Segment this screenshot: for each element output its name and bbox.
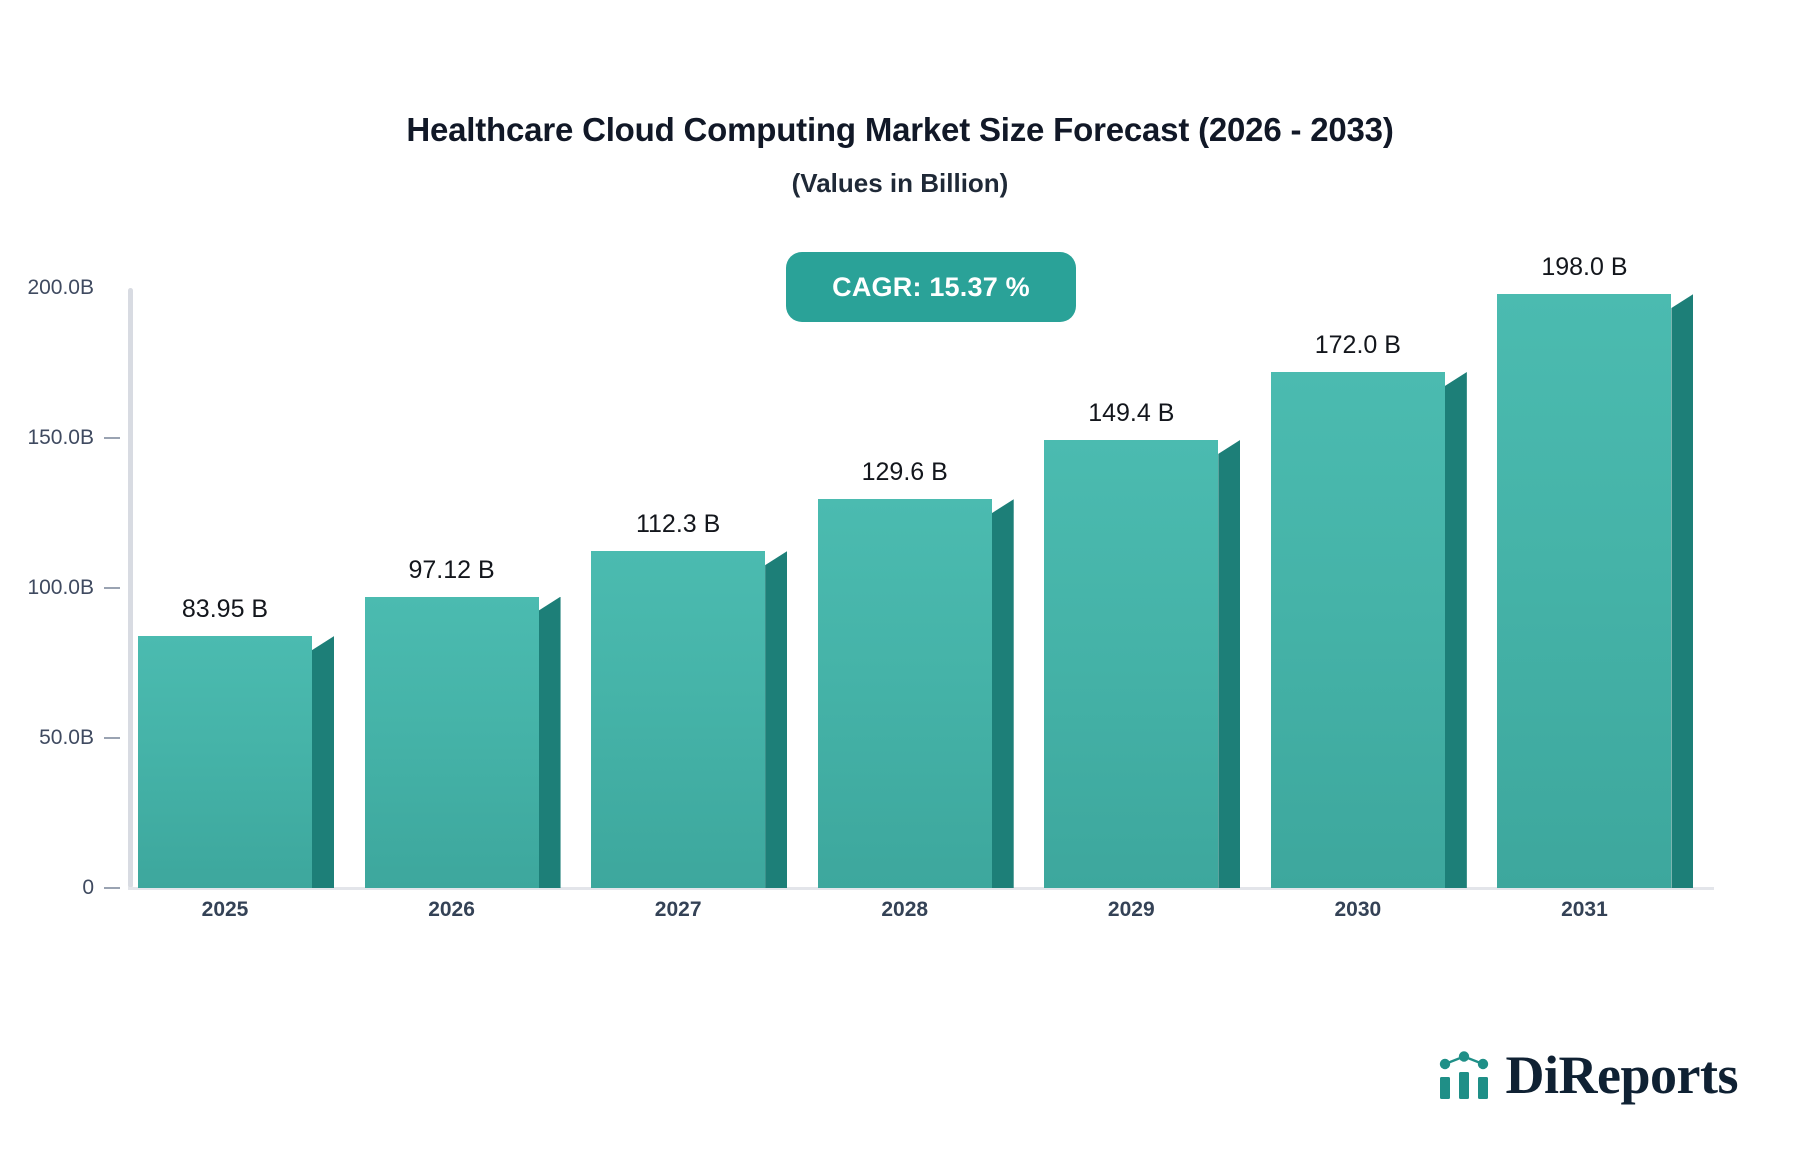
x-axis-tick-label: 2029 bbox=[1107, 898, 1155, 921]
chart-subtitle: (Values in Billion) bbox=[791, 167, 1009, 198]
y-axis-tick-label: 0 bbox=[82, 876, 94, 899]
bar-side-face bbox=[991, 499, 1014, 888]
bar-front-face bbox=[591, 551, 766, 888]
bar-value-label: 198.0 B bbox=[1541, 253, 1628, 281]
x-axis-tick-label: 2027 bbox=[654, 898, 702, 921]
x-axis: 2025 2026 2027 2028 2029 2030 2031 bbox=[128, 898, 1714, 938]
x-axis-tick-label: 2026 bbox=[428, 898, 475, 921]
bar-value-label: 172.0 B bbox=[1314, 331, 1401, 359]
bar-front-face bbox=[138, 636, 312, 888]
bar-front-face bbox=[1497, 294, 1672, 888]
bar-side-face bbox=[1218, 439, 1241, 888]
y-axis: 0 50.0B 100.0B 150.0B 200.0B bbox=[0, 276, 128, 899]
bar-side-face bbox=[1671, 294, 1694, 888]
x-axis-tick-label: 2028 bbox=[881, 898, 929, 921]
bar-front-face bbox=[1270, 372, 1445, 888]
bar-value-label: 83.95 B bbox=[181, 595, 269, 624]
bar-front-face bbox=[364, 596, 539, 888]
cagr-badge: CAGR: 15.37 % bbox=[786, 252, 1076, 322]
bar-2031[interactable]: 198.0 B bbox=[1497, 253, 1694, 888]
bar-side-face bbox=[312, 636, 334, 888]
y-axis-tick-label: 100.0B bbox=[27, 576, 94, 599]
plot-area: 83.95 B 97.12 B 112.3 B 129.6 B 149.4 B 172.0… bbox=[128, 253, 1714, 890]
bar-value-label: 112.3 B bbox=[635, 510, 721, 539]
y-axis-line bbox=[128, 288, 133, 888]
x-axis-tick-label: 2031 bbox=[1561, 898, 1608, 921]
logo-text: DiReports bbox=[1505, 1044, 1739, 1105]
bar-front-face bbox=[1044, 439, 1219, 888]
bar-2029[interactable]: 149.4 B bbox=[1044, 399, 1241, 888]
bar-2027[interactable]: 112.3 B bbox=[591, 510, 788, 888]
bar-side-face bbox=[1444, 372, 1467, 888]
bar-2028[interactable]: 129.6 B bbox=[817, 458, 1014, 888]
x-axis-tick-label: 2030 bbox=[1334, 898, 1382, 921]
bar-2026[interactable]: 97.12 B bbox=[364, 556, 561, 888]
bar-2030[interactable]: 172.0 B bbox=[1270, 331, 1467, 888]
y-axis-tick-label: 150.0B bbox=[27, 426, 94, 449]
bars-layer: 83.95 B 97.12 B 112.3 B 129.6 B 149.4 B 172.0… bbox=[128, 253, 1714, 888]
brand-logo: DiReports bbox=[1438, 1044, 1739, 1105]
bar-front-face bbox=[817, 499, 992, 888]
y-axis-tick-mark bbox=[104, 887, 120, 889]
bar-value-label: 97.12 B bbox=[408, 555, 495, 584]
y-axis-tick-label: 200.0B bbox=[27, 276, 94, 299]
x-axis-tick-label: 2025 bbox=[201, 898, 249, 921]
chart-header: Healthcare Cloud Computing Market Size F… bbox=[0, 110, 1800, 199]
x-axis-line bbox=[128, 887, 1714, 890]
bar-value-label: 149.4 B bbox=[1088, 398, 1175, 427]
bar-chart-icon bbox=[1439, 1051, 1488, 1099]
y-axis-tick-mark bbox=[104, 587, 120, 589]
bar-value-label: 129.6 B bbox=[861, 458, 948, 487]
y-axis-tick-mark bbox=[104, 437, 120, 439]
bar-2025[interactable]: 83.95 B bbox=[138, 595, 334, 888]
chart-title: Healthcare Cloud Computing Market Size F… bbox=[406, 111, 1394, 148]
bar-side-face bbox=[765, 551, 788, 888]
y-axis-tick-label: 50.0B bbox=[39, 726, 94, 749]
bar-side-face bbox=[538, 596, 561, 888]
y-axis-tick-mark bbox=[104, 737, 120, 739]
